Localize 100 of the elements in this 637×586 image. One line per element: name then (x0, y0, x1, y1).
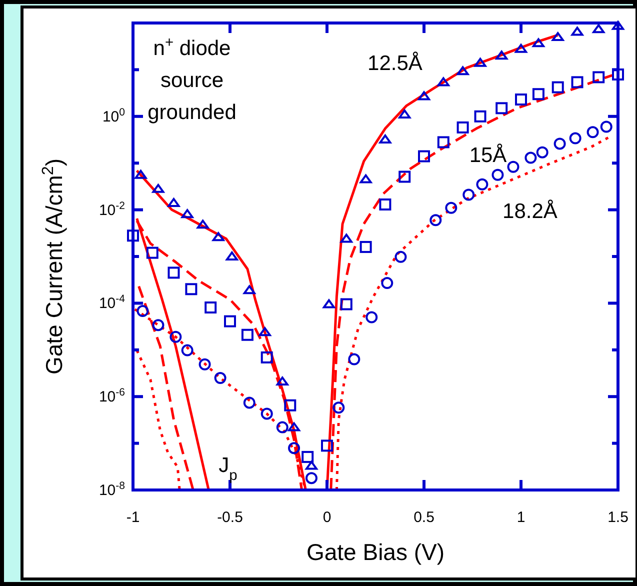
point (507, 160, 520, 173)
annotation: 18.2Å (502, 199, 558, 223)
y-tick-label: 10$^{-2}$ (98, 200, 126, 219)
annotation: J$_{p}$ (218, 454, 238, 484)
annotation: grounded (148, 101, 236, 124)
point (462, 188, 475, 201)
point (612, 20, 624, 30)
point (198, 358, 211, 370)
point (243, 396, 256, 409)
point (168, 266, 180, 279)
point (437, 136, 450, 148)
point (260, 351, 273, 364)
point (196, 220, 209, 229)
point (127, 230, 139, 242)
point (456, 121, 469, 134)
point (305, 460, 318, 470)
point (260, 408, 273, 420)
point (214, 372, 226, 384)
point (305, 472, 318, 484)
point (302, 450, 314, 463)
point (185, 283, 198, 296)
point (394, 250, 407, 263)
point (437, 77, 450, 86)
point (258, 327, 271, 336)
point (332, 402, 345, 414)
point (398, 109, 411, 118)
point (136, 305, 149, 318)
point (288, 442, 300, 454)
point (381, 277, 394, 290)
point (321, 440, 333, 452)
point (398, 170, 411, 183)
point (492, 168, 504, 181)
point (204, 301, 217, 314)
point (571, 76, 584, 88)
annotation: source (160, 69, 224, 92)
point (226, 252, 238, 260)
point (276, 421, 288, 434)
point (152, 184, 164, 193)
point (288, 422, 300, 432)
x-axis-title: Gate Bias (V) (306, 539, 445, 565)
point (340, 298, 352, 310)
y-tick-label: 10$^{-8}$ (98, 480, 126, 499)
point (571, 26, 584, 36)
x-tick-label: -0.5 (217, 509, 243, 526)
point (536, 146, 548, 158)
point (586, 126, 599, 138)
point (243, 285, 256, 294)
x-tick-label: 1.5 (608, 509, 628, 526)
annotation: 12.5Å (368, 51, 422, 75)
point (146, 246, 158, 259)
point (552, 32, 564, 42)
point (418, 150, 430, 162)
y-tick-label: 10$^{-4}$ (98, 293, 126, 312)
point (181, 344, 194, 356)
point (600, 120, 612, 133)
point (515, 44, 527, 53)
point (340, 234, 352, 243)
point (152, 319, 164, 332)
line-series (136, 349, 181, 490)
annotation: n$^{+}$ diode (153, 35, 231, 60)
point (476, 178, 488, 190)
point (524, 152, 537, 164)
x-tick-label: -1 (126, 509, 140, 526)
point (532, 88, 544, 100)
point (569, 132, 582, 144)
point (284, 399, 296, 412)
point (168, 198, 180, 207)
point (134, 170, 147, 179)
point (496, 50, 508, 60)
point (170, 330, 182, 343)
point (592, 24, 605, 34)
point (515, 94, 527, 106)
point (554, 138, 566, 150)
point (379, 134, 392, 144)
point (379, 198, 392, 210)
x-tick-label: 0.5 (414, 509, 434, 526)
point (612, 68, 624, 80)
point (552, 81, 564, 94)
point (418, 91, 430, 100)
point (322, 299, 335, 308)
annotation: 15Å (469, 143, 507, 167)
point (360, 174, 372, 184)
point (360, 240, 372, 253)
point (532, 38, 544, 48)
x-tick-label: 1 (516, 509, 526, 526)
point (592, 71, 605, 84)
point (348, 353, 360, 366)
point (430, 214, 442, 226)
point (276, 376, 288, 386)
x-tick-label: 0 (322, 509, 332, 526)
point (212, 232, 224, 242)
point (456, 66, 469, 76)
point (474, 110, 486, 122)
point (496, 102, 508, 114)
point (181, 209, 194, 218)
point (241, 328, 254, 341)
point (366, 311, 378, 324)
point (474, 58, 486, 67)
y-tick-label: 10$^{0}$ (102, 106, 126, 126)
y-tick-label: 10$^{-6}$ (98, 386, 126, 406)
